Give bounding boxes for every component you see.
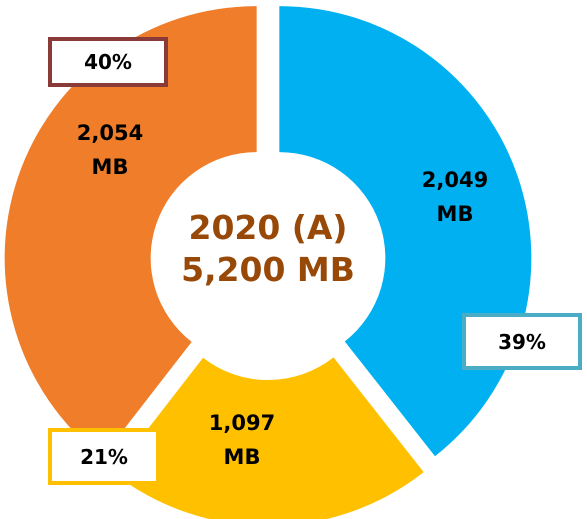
slice [113,357,424,519]
value-label: 2,054 MB [76,121,144,179]
slice [4,6,257,458]
center-total: 5,200 MB [181,250,355,289]
percent-label: 39% [462,313,582,370]
percent-label: 40% [48,37,168,87]
center-title: 2020 (A) [188,208,348,247]
percent-label: 21% [48,428,160,485]
value-label: 2,049 MB [421,168,489,226]
value-label: 1,097 MB [208,411,276,469]
